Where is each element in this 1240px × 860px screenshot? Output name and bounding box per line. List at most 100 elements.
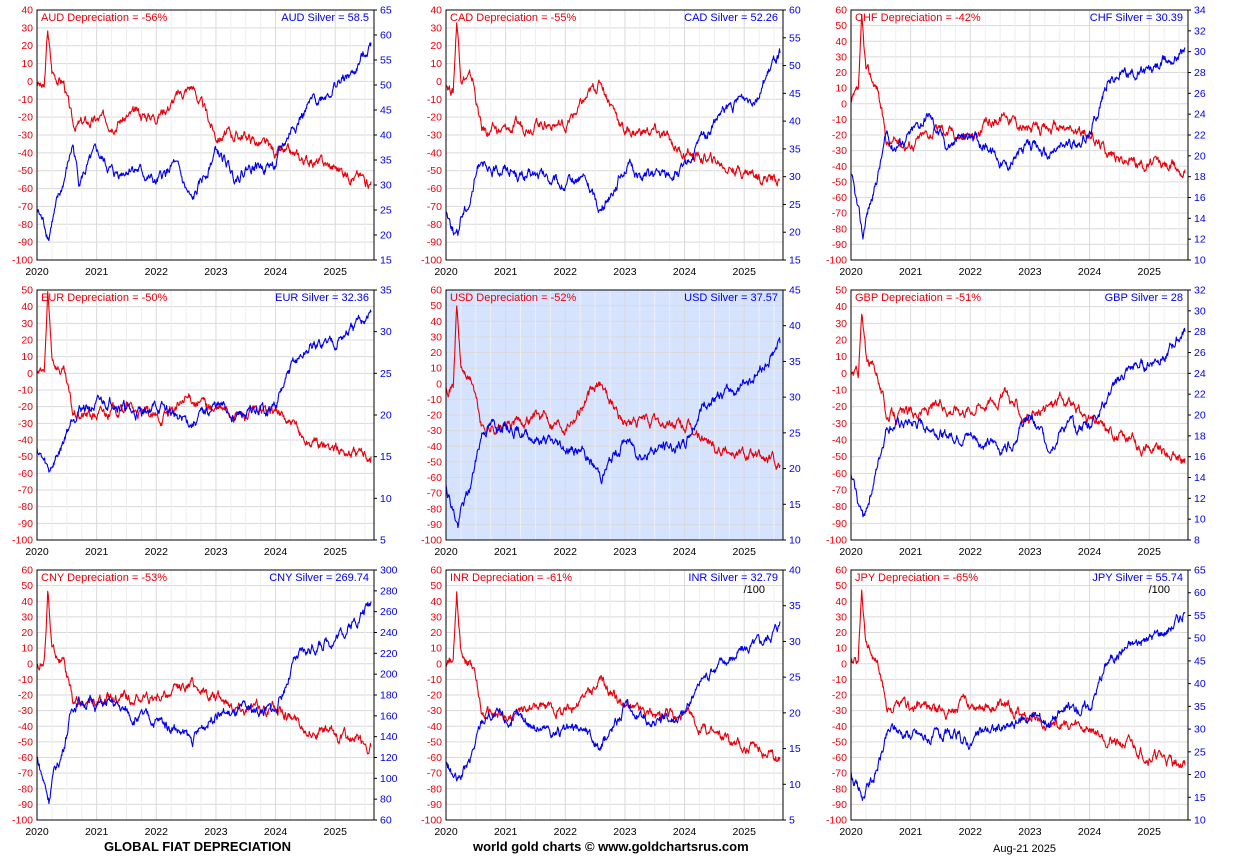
right-tick-label: 240 [380, 627, 398, 639]
right-tick-label: 55 [380, 55, 392, 67]
x-tick-label: 2023 [613, 826, 637, 838]
left-tick-label: -100 [12, 535, 33, 547]
x-tick-label: 2025 [1138, 546, 1162, 558]
left-tick-label: -30 [18, 705, 33, 717]
left-tick-label: 40 [21, 301, 33, 313]
silver-label: INR Silver = 32.79 [688, 572, 778, 584]
x-tick-label: 2024 [264, 266, 288, 278]
left-tick-label: -40 [427, 147, 442, 159]
left-tick-label: 40 [835, 301, 847, 313]
left-tick-label: -30 [427, 425, 442, 437]
x-tick-label: 2023 [204, 546, 228, 558]
right-tick-label: 28 [1194, 326, 1206, 338]
right-tick-label: 65 [1194, 565, 1206, 577]
right-tick-label: 5 [789, 815, 795, 827]
x-tick-label: 2023 [204, 266, 228, 278]
right-tick-label: 45 [789, 285, 801, 297]
left-tick-label: -90 [18, 799, 33, 811]
left-tick-label: -50 [832, 736, 847, 748]
left-tick-label: -40 [427, 721, 442, 733]
right-tick-label: 8 [1194, 535, 1200, 547]
right-tick-label: 45 [380, 105, 392, 117]
plot-area: 60 50 40 30 20 10 0 -10 -20 -30 -40 -50 -60 -70 -80 -90… [826, 5, 1206, 279]
chart-panel-cny: 6050403020100-10-20-30-40-50-60-70-80-90… [12, 565, 398, 839]
left-tick-label: -30 [427, 705, 442, 717]
left-tick-label: -90 [427, 519, 442, 531]
right-tick-label: 65 [380, 5, 392, 17]
unit-note: /100 [744, 584, 765, 596]
x-tick-label: 2021 [85, 546, 109, 558]
right-tick-label: 18 [1194, 430, 1206, 442]
left-tick-label: 40 [21, 596, 33, 608]
left-tick-label: 10 [21, 58, 33, 70]
x-tick-label: 2021 [85, 266, 109, 278]
x-tick-label: 2020 [434, 826, 458, 838]
left-tick-label: -50 [427, 456, 442, 468]
right-tick-label: 25 [1194, 746, 1206, 758]
silver-series-line [445, 48, 781, 236]
chart-panel-gbp: 50 40 30 20 10 0 -10 -20 -30 -40 -50 -60 -70 -80 -90 -1… [826, 285, 1206, 559]
x-tick-label: 2025 [733, 546, 757, 558]
left-tick-label: -50 [18, 736, 33, 748]
left-tick-label: 0 [27, 76, 33, 88]
chart-panel-chf: 60 50 40 30 20 10 0 -10 -20 -30 -40 -50 -60 -70 -80 -90… [826, 5, 1206, 279]
x-tick-label: 2022 [959, 826, 983, 838]
left-tick-label: -80 [832, 223, 847, 235]
chart-panel-inr: 60 50 40 30 20 10 0 -10 -20 -30 -40 -50 -60 -70 -80 -90… [421, 565, 801, 839]
x-tick-label: 2023 [1018, 266, 1042, 278]
depreciation-series-line [36, 290, 372, 463]
left-tick-label: 30 [430, 22, 442, 34]
left-tick-label: 10 [21, 351, 33, 363]
plot-area: 60 50 40 30 20 10 0 -10 -20 -30 -40 -50 -60 -70 -80 -90… [421, 285, 801, 559]
left-tick-label: 50 [835, 20, 847, 32]
silver-label: EUR Silver = 32.36 [275, 292, 369, 304]
right-tick-label: 26 [1194, 347, 1206, 359]
right-tick-label: 22 [1194, 389, 1206, 401]
left-tick-label: -10 [427, 94, 442, 106]
left-tick-label: -10 [832, 674, 847, 686]
left-tick-label: -30 [832, 418, 847, 430]
left-tick-label: 0 [436, 378, 442, 390]
right-tick-label: 10 [380, 493, 392, 505]
left-tick-label: 20 [835, 67, 847, 79]
left-tick-label: 50 [21, 580, 33, 592]
left-tick-label: 10 [835, 83, 847, 95]
right-tick-label: 35 [1194, 701, 1206, 713]
left-tick-label: 10 [430, 363, 442, 375]
left-tick-label: -90 [832, 799, 847, 811]
right-tick-label: 32 [1194, 25, 1206, 37]
left-tick-label: -60 [427, 472, 442, 484]
left-tick-label: -20 [427, 690, 442, 702]
right-tick-label: 45 [789, 88, 801, 100]
left-tick-label: -80 [427, 219, 442, 231]
depreciation-label: INR Depreciation = -61% [450, 572, 572, 584]
left-tick-label: -70 [832, 485, 847, 497]
right-tick-label: 12 [1194, 493, 1206, 505]
depreciation-label: CNY Depreciation = -53% [41, 572, 167, 584]
right-tick-label: 30 [1194, 46, 1206, 58]
right-tick-label: 20 [380, 230, 392, 242]
right-tick-label: 10 [1194, 514, 1206, 526]
x-tick-label: 2020 [25, 546, 49, 558]
left-tick-label: -100 [421, 535, 442, 547]
x-tick-label: 2023 [613, 546, 637, 558]
left-tick-label: -100 [12, 255, 33, 267]
left-tick-label: -70 [18, 201, 33, 213]
left-tick-label: -60 [832, 468, 847, 480]
right-tick-label: 55 [789, 32, 801, 44]
right-tick-label: 100 [380, 773, 398, 785]
left-tick-label: 30 [21, 318, 33, 330]
x-tick-label: 2021 [85, 826, 109, 838]
plot-frame [850, 569, 1189, 821]
plot-frame [36, 289, 375, 541]
plot-area: 40 30 20 10 0 -10 -20 -30 -40 -50 -60 -70 -80 -90 -100… [421, 5, 801, 279]
left-tick-label: 30 [835, 318, 847, 330]
depreciation-series-line [36, 30, 372, 189]
x-tick-label: 2024 [264, 826, 288, 838]
left-tick-label: -50 [832, 451, 847, 463]
left-tick-label: -40 [832, 721, 847, 733]
x-tick-label: 2024 [264, 546, 288, 558]
silver-label: CNY Silver = 269.74 [269, 572, 369, 584]
left-tick-label: 40 [835, 596, 847, 608]
